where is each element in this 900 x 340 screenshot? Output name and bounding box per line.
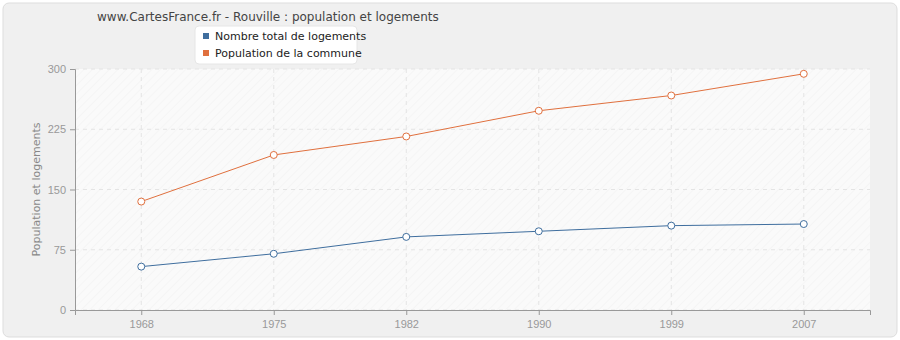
tick-mark: [70, 310, 75, 311]
x-axis: 1968 1975 1982 1990 1999 2007: [76, 310, 871, 330]
tick-mark: [406, 310, 407, 315]
legend-label: Nombre total de logements: [215, 30, 366, 43]
tick-label: 1999: [660, 318, 684, 330]
series-line: [141, 224, 804, 267]
marker: [535, 228, 542, 235]
tick-label: 1990: [527, 318, 551, 330]
grid: [75, 69, 870, 310]
marker: [668, 92, 675, 99]
marker: [800, 221, 807, 228]
grid-line: [273, 69, 274, 310]
marker: [403, 233, 410, 240]
tick: 1990: [527, 310, 551, 330]
tick: 150: [48, 184, 75, 196]
legend: Nombre total de logements Population de l…: [195, 26, 366, 64]
tick-mark: [671, 310, 672, 315]
title: www.CartesFrance.fr - Rouville : populat…: [97, 10, 439, 24]
tick-label: 1975: [262, 318, 286, 330]
grid-line: [141, 69, 142, 310]
chart: 0 75 150 225 300 1968 1975 1982 1990 1999 2007 Popu…: [0, 0, 900, 340]
axis-title: Population et logements: [30, 122, 43, 256]
grid-line: [406, 69, 407, 310]
tick: 225: [48, 123, 75, 135]
tick-label: 1968: [130, 318, 154, 330]
marker: [535, 107, 542, 114]
legend-swatch: [203, 50, 209, 56]
marker: [270, 250, 277, 257]
tick-mark: [804, 310, 805, 315]
tick: 1975: [262, 310, 286, 330]
marks: [138, 70, 808, 270]
tick: 1999: [660, 310, 684, 330]
tick-mark: [70, 250, 75, 251]
marker: [403, 133, 410, 140]
grid-line: [75, 69, 870, 70]
tick-label: 2007: [792, 318, 816, 330]
legend-swatch: [203, 33, 209, 39]
tick: 1982: [395, 310, 419, 330]
tick-mark: [274, 310, 275, 315]
tick-mark: [70, 129, 75, 130]
tick-label: 75: [54, 244, 66, 256]
tick-mark: [70, 190, 75, 191]
marker: [138, 198, 145, 205]
marker: [800, 70, 807, 77]
marker: [138, 263, 145, 270]
tick-label: 150: [48, 184, 66, 196]
series-line: [141, 74, 804, 202]
background: [3, 3, 897, 337]
tick: 75: [54, 244, 75, 256]
axis-line: [70, 70, 76, 311]
tick-label: 0: [60, 304, 66, 316]
tick-mark: [141, 310, 142, 315]
tick-mark: [70, 69, 75, 70]
grid-line: [75, 129, 870, 130]
legend-label: Population de la commune: [215, 47, 362, 60]
marker: [270, 151, 277, 158]
tick-label: 300: [48, 63, 66, 75]
grid-line: [803, 69, 804, 310]
tick-label: 1982: [395, 318, 419, 330]
grid-line: [75, 249, 870, 250]
tick: 300: [48, 63, 75, 75]
y-axis: 0 75 150 225 300: [48, 63, 76, 316]
plot-area: [75, 69, 870, 310]
tick: 2007: [792, 310, 816, 330]
marker: [668, 222, 675, 229]
grid-line: [538, 69, 539, 310]
axis-line: [76, 311, 871, 316]
grid-line: [671, 69, 672, 310]
grid-line: [75, 189, 870, 190]
tick-mark: [539, 310, 540, 315]
tick: 0: [60, 304, 75, 316]
tick-label: 225: [48, 123, 66, 135]
tick: 1968: [130, 310, 154, 330]
